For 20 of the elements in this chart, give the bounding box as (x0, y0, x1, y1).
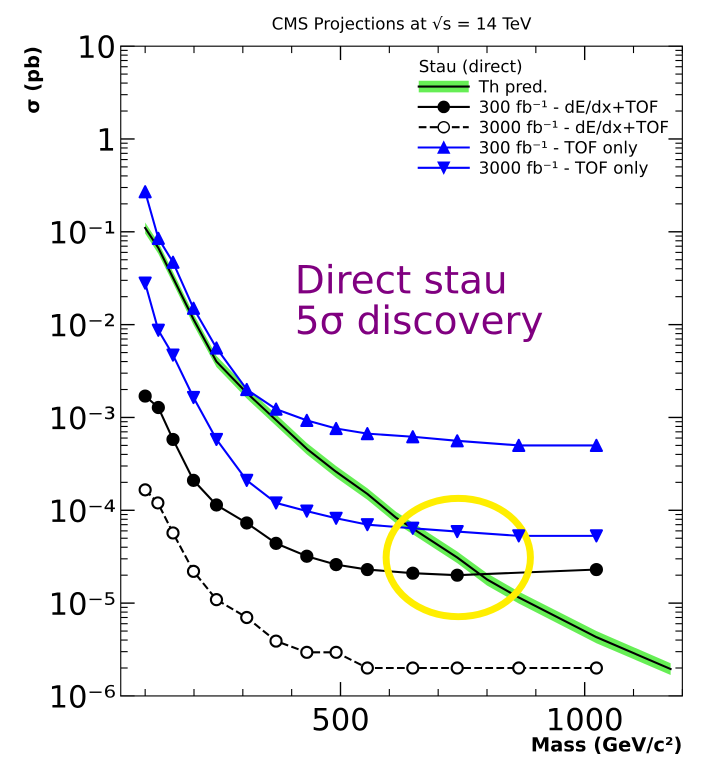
legend-label: 3000 fb⁻¹ - TOF only (480, 160, 648, 178)
chart-title: CMS Projections at √s = 14 TeV (272, 16, 532, 33)
y-tick-label: 10 (80, 35, 114, 58)
legend-label: 300 fb⁻¹ - dE/dx+TOF (480, 100, 658, 114)
y-tick-label: 10⁻⁶ (52, 684, 115, 708)
x-tick-label: 1000 (549, 708, 622, 731)
legend-label: Th pred. (478, 80, 546, 96)
y-tick-label: 10⁻⁴ (52, 499, 115, 522)
y-tick-label: 1 (100, 128, 114, 151)
y-tick-label: 10⁻² (52, 314, 114, 337)
y-tick-label: 10⁻³ (52, 406, 114, 430)
annotation: Direct stau 5σ discovery (298, 264, 542, 342)
y-tick-label: 10⁻¹ (52, 220, 114, 244)
x-tick-label: 500 (314, 708, 368, 731)
legend-label: 300 fb⁻¹ - TOF only (480, 140, 638, 157)
y-axis-title: σ (pb) (24, 48, 44, 113)
y-tick-label: 10⁻⁵ (52, 592, 114, 616)
legend-title: Stau (direct) (420, 59, 522, 74)
x-axis-title: Mass (GeV/c²) (532, 736, 681, 754)
legend-label: 3000 fb⁻¹ - dE/dx+TOF (480, 120, 668, 135)
